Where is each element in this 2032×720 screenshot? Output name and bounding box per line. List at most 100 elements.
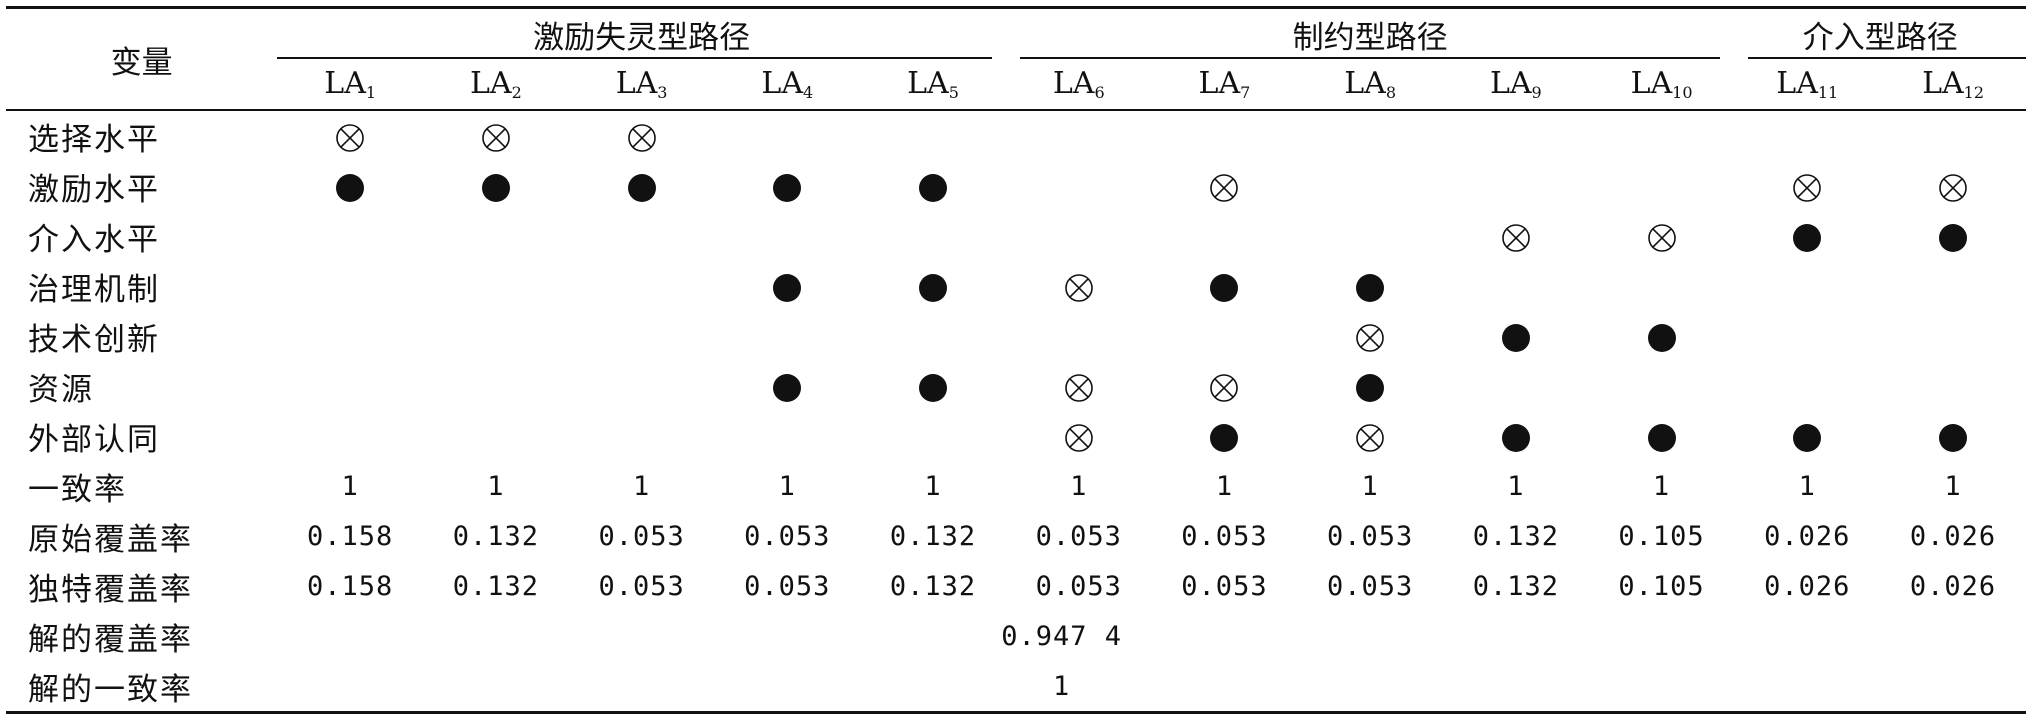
filled-circle-icon — [1793, 224, 1822, 252]
table-cell: 1 — [632, 470, 651, 502]
table-cell — [569, 211, 715, 261]
configuration-label-la7: LA7 — [1151, 59, 1298, 111]
table-cell — [1589, 161, 1735, 211]
row-label: 解的覆盖率 — [28, 621, 193, 658]
configuration-label-la9: LA9 — [1443, 59, 1589, 111]
row-label: 一致率 — [28, 471, 127, 508]
la-subscript: 8 — [1385, 83, 1397, 102]
circled-times-icon — [482, 124, 510, 152]
table-cell — [1152, 361, 1298, 411]
la-subscript: 11 — [1817, 83, 1839, 102]
solution-coverage-value: 0.947 4 — [1001, 620, 1123, 652]
table-cell — [1006, 311, 1152, 361]
table-cell — [1297, 361, 1443, 411]
table-row: 独特覆盖率 0.158 0.132 0.053 0.053 0.132 0.053 0.053… — [6, 561, 2026, 611]
configuration-label-la1: LA1 — [277, 59, 424, 111]
table-cell — [1734, 311, 1880, 361]
circled-times-icon — [1064, 424, 1093, 452]
table-cell — [714, 361, 860, 411]
table-cell — [277, 361, 423, 411]
row-label: 技术创新 — [28, 321, 160, 358]
filled-circle-icon — [1210, 424, 1239, 452]
la-subscript: 6 — [1094, 83, 1105, 102]
table-cell — [277, 411, 423, 461]
filled-circle-icon — [1793, 424, 1822, 452]
table-cell: 0.026 — [1909, 520, 1997, 552]
table-cell: 0.026 — [1909, 570, 1997, 602]
table-cell: 0.158 — [307, 520, 394, 552]
table-cell: 0.132 — [452, 520, 540, 552]
table-cell — [1589, 411, 1735, 461]
filled-circle-icon — [773, 174, 802, 202]
table-cell — [1880, 261, 2026, 311]
la-base: LA — [1776, 66, 1818, 101]
la-base: LA — [469, 66, 512, 101]
table-cell — [569, 261, 715, 311]
table-cell: 1 — [924, 470, 942, 502]
circled-times-icon — [1647, 224, 1676, 252]
table-cell — [1297, 311, 1443, 361]
table-cell — [1152, 110, 1298, 161]
table-cell — [1152, 411, 1298, 461]
table-cell — [1006, 411, 1152, 461]
group-header-incentive-failure: 激励失灵型路径 — [277, 8, 1006, 59]
configuration-label-la11: LA11 — [1734, 59, 1881, 111]
table-cell — [714, 161, 860, 211]
group-label: 介入型路径 — [1802, 19, 1958, 56]
la-base: LA — [1198, 66, 1241, 101]
row-label: 外部认同 — [28, 421, 160, 458]
la-base: LA — [907, 66, 949, 101]
table-cell — [1443, 411, 1589, 461]
group-header-row: 变量 激励失灵型路径 制约型路径 介入型路径 — [6, 7, 2026, 111]
table-cell — [423, 311, 569, 361]
group-label: 制约型路径 — [1292, 19, 1448, 56]
table-cell — [1297, 261, 1443, 311]
table-cell — [1734, 411, 1880, 461]
table-cell — [860, 211, 1006, 261]
circled-times-icon — [1356, 324, 1384, 352]
circled-times-icon — [1210, 374, 1239, 402]
table-cell — [1443, 311, 1589, 361]
table-cell — [1297, 211, 1443, 261]
table-cell — [1152, 211, 1298, 261]
table-cell — [1589, 361, 1735, 411]
table-row: 技术创新 — [6, 311, 2026, 361]
table-cell — [1589, 110, 1735, 161]
table-cell — [860, 261, 1006, 311]
filled-circle-icon — [1501, 324, 1530, 352]
variable-header: 变量 — [6, 7, 278, 111]
la-subscript: 10 — [1672, 83, 1693, 102]
configuration-label-la2: LA2 — [423, 59, 569, 111]
la-base: LA — [615, 66, 658, 101]
table-row: 原始覆盖率 0.158 0.132 0.053 0.053 0.132 0.053 0.053… — [6, 511, 2026, 561]
table-cell: 1 — [487, 470, 505, 502]
table-cell — [1443, 161, 1589, 211]
table-cell — [1443, 261, 1589, 311]
filled-circle-icon — [919, 374, 948, 402]
filled-circle-icon — [919, 274, 948, 302]
table-cell: 1 — [778, 470, 796, 502]
table-cell: 0.158 — [307, 570, 394, 602]
table-cell: 0.053 — [598, 520, 685, 552]
filled-circle-icon — [1939, 424, 1968, 452]
filled-circle-icon — [1647, 324, 1676, 352]
table-body: 选择水平 激励水平 介入水平 治理机制 技术创新 资源 外部认同 一致率 1 1 1 1 1 1 1 1 1 1 1… — [6, 110, 2026, 713]
table-cell — [860, 161, 1006, 211]
table-cell — [277, 110, 423, 161]
circled-times-icon — [1793, 174, 1822, 202]
table-cell — [569, 311, 715, 361]
row-label: 原始覆盖率 — [28, 521, 193, 558]
configuration-label-la8: LA8 — [1297, 59, 1443, 111]
table-cell: 0.053 — [744, 570, 831, 602]
table-cell — [1880, 110, 2026, 161]
table-cell — [277, 261, 423, 311]
filled-circle-icon — [627, 174, 656, 202]
table-cell — [569, 411, 715, 461]
group-header-intervention: 介入型路径 — [1734, 8, 2026, 59]
table-cell: 1 — [1070, 470, 1088, 502]
table-row: 解的覆盖率 0.947 4 — [6, 611, 2026, 661]
table-row: 激励水平 — [6, 161, 2026, 211]
filled-circle-icon — [919, 174, 948, 202]
la-subscript: 3 — [657, 83, 668, 102]
table-cell: 0.026 — [1764, 520, 1851, 552]
